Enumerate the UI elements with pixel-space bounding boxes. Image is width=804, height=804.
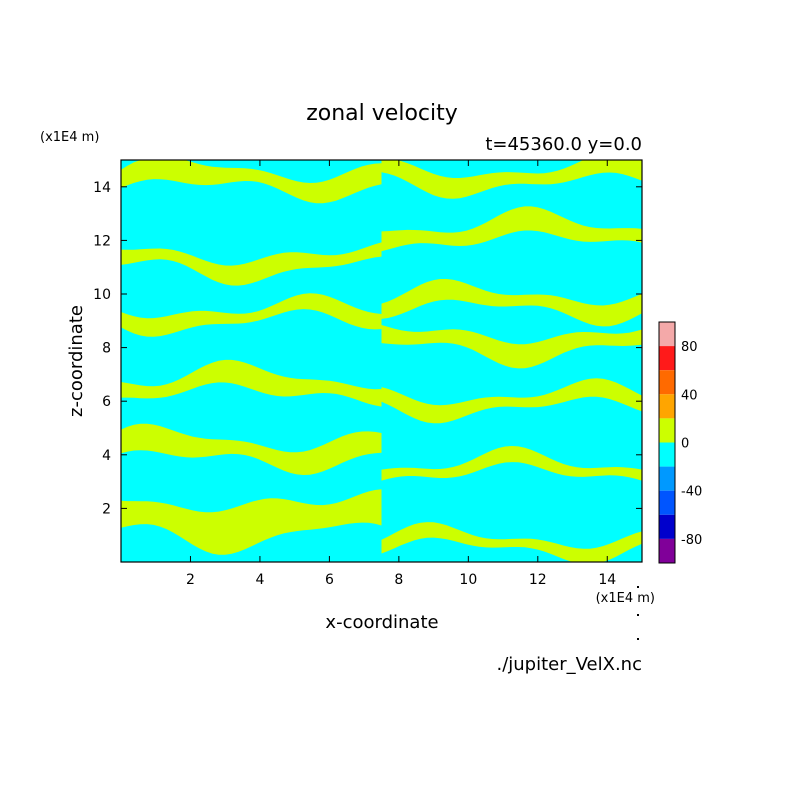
colorbar-tick-label: -80 (681, 533, 702, 548)
contour-region-positive (381, 522, 642, 562)
x-tick-label: 10 (459, 572, 477, 588)
x-axis-ticks: 2 4 6 8 10 12 14 (186, 160, 616, 588)
x-tick-label: 2 (186, 572, 195, 588)
colorbar-swatch (659, 346, 675, 371)
contour-region-positive (381, 325, 642, 369)
colorbar-frame (658, 321, 676, 564)
chart-title: zonal velocity (306, 101, 458, 126)
colorbar-swatch (659, 442, 675, 467)
colorbar-tick-label: 0 (681, 437, 689, 452)
colorbar: 80 40 0 -40 -80 (658, 321, 702, 564)
colorbar-swatch (659, 394, 675, 419)
colorbar-tick-label: 40 (681, 388, 698, 403)
colorbar-tick-label: -40 (681, 485, 702, 500)
contour-region-positive (121, 160, 382, 204)
x-tick-label: 6 (325, 572, 334, 588)
colorbar-swatch (659, 418, 675, 443)
y-unit-label: (x1E4 m) (40, 130, 99, 145)
y-tick-label: 8 (102, 341, 111, 357)
x-tick-label: 14 (598, 572, 616, 588)
colorbar-swatch (659, 322, 675, 347)
colorbar-swatch (659, 490, 675, 515)
y-axis-ticks: 2 4 6 8 10 12 14 (93, 180, 642, 517)
contour-region-positive (121, 489, 382, 555)
contour-region-positive (381, 446, 642, 481)
contour-region-positive (121, 242, 382, 286)
colorbar-swatch (659, 370, 675, 395)
contour-plot-area (121, 160, 642, 562)
y-tick-label: 6 (102, 394, 111, 410)
y-tick-label: 10 (93, 287, 111, 303)
y-tick-label: 14 (93, 180, 111, 196)
contour-region-positive (381, 279, 642, 327)
y-tick-label: 4 (102, 448, 111, 464)
chart-subtitle: t=45360.0 y=0.0 (485, 134, 642, 155)
contour-region-positive (381, 160, 642, 199)
plot-frame (120, 159, 643, 563)
y-tick-label: 12 (93, 233, 111, 249)
x-tick-label: 12 (529, 572, 547, 588)
y-axis-label: z-coordinate (66, 305, 87, 417)
x-tick-label: 4 (255, 572, 264, 588)
colorbar-swatch (659, 538, 675, 563)
colorbar-swatch (659, 466, 675, 491)
colorbar-tick-label: 80 (681, 340, 698, 355)
x-axis-label: x-coordinate (325, 612, 438, 633)
contour-region-positive (381, 206, 642, 252)
contour-region-positive (381, 378, 642, 424)
x-unit-label: (x1E4 m) (596, 591, 655, 606)
dot-marks (637, 586, 639, 640)
y-tick-label: 2 (102, 501, 111, 517)
contour-region-positive (121, 293, 382, 337)
contour-region-positive (121, 423, 382, 475)
x-tick-label: 8 (394, 572, 403, 588)
dot-mark (637, 586, 639, 588)
contour-region-positive (121, 359, 382, 407)
dot-mark (637, 638, 639, 640)
source-file-label: ./jupiter_VelX.nc (496, 654, 642, 675)
dot-mark (637, 614, 639, 616)
colorbar-swatch (659, 514, 675, 539)
